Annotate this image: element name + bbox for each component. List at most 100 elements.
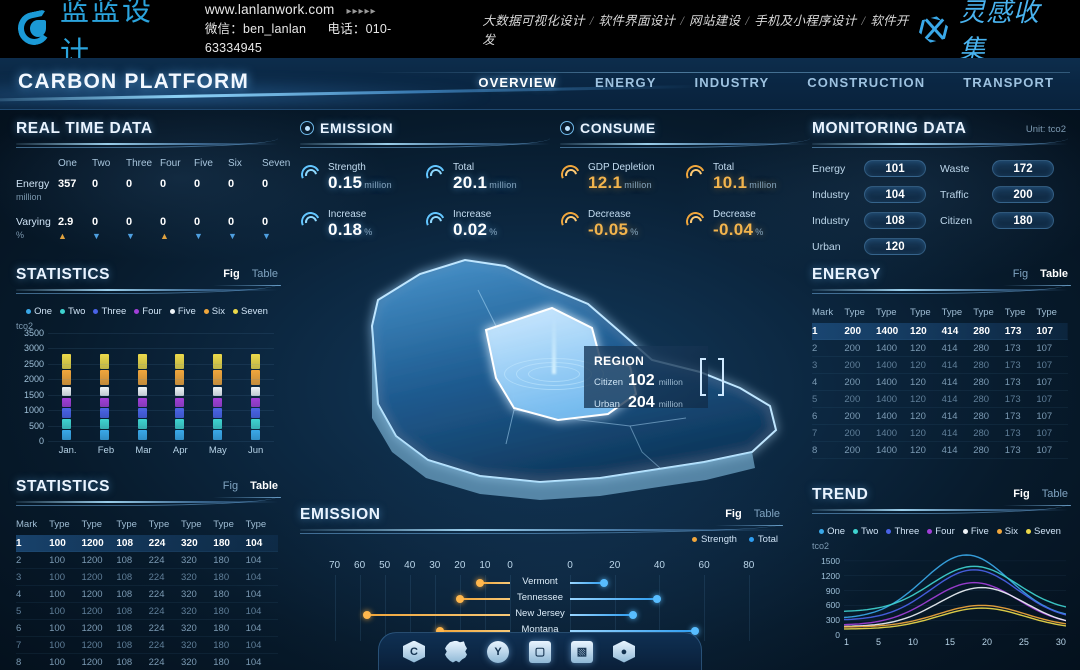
legend-item[interactable]: Three — [93, 306, 126, 317]
table-row[interactable]: 4 100 1200 108 224 320 180 104 — [16, 585, 278, 603]
toggle-underline — [1003, 285, 1071, 286]
region-row-value: 204 — [628, 394, 655, 411]
nav-item-construction[interactable]: CONSTRUCTION — [807, 75, 926, 90]
toggle-table[interactable]: Table — [753, 508, 780, 520]
monitor-icon[interactable]: ▧ — [571, 640, 593, 663]
bar[interactable] — [250, 354, 260, 441]
table-row[interactable]: 4 200 1400 120 414 280 173 107 — [812, 373, 1068, 391]
y-tick: 1200 — [821, 570, 840, 581]
legend-item[interactable]: Three — [886, 526, 919, 537]
table-header-row: Mark Type Type Type Type Type Type Type — [16, 516, 278, 535]
document-icon[interactable]: ▢ — [529, 640, 551, 663]
energy-data-table[interactable]: Mark Type Type Type Type Type Type Type 1 200 1400… — [812, 304, 1068, 459]
bar-segment — [175, 354, 185, 369]
legend-item[interactable]: Two — [60, 306, 85, 317]
row-label: Energy — [16, 178, 50, 190]
legend-item[interactable]: Strength — [692, 534, 737, 545]
table-row[interactable]: 5 100 1200 108 224 320 180 104 — [16, 602, 278, 620]
legend-item[interactable]: One — [819, 526, 845, 537]
gridline — [48, 379, 274, 381]
toggle-fig[interactable]: Fig — [725, 508, 742, 520]
table-row[interactable]: 3 200 1400 120 414 280 173 107 — [812, 356, 1068, 374]
legend-item[interactable]: One — [26, 306, 52, 317]
home-icon[interactable]: C — [403, 640, 425, 663]
table-row[interactable]: 8 200 1400 120 414 280 173 107 — [812, 441, 1068, 459]
table-cell: 6 — [812, 407, 845, 425]
bar[interactable] — [99, 354, 109, 441]
table-row[interactable]: 2 200 1400 120 414 280 173 107 — [812, 339, 1068, 357]
nav-item-overview[interactable]: OVERVIEW — [478, 75, 557, 90]
legend-item[interactable]: Two — [853, 526, 878, 537]
legend-item[interactable]: Four — [927, 526, 955, 537]
toggle-table[interactable]: Table — [251, 268, 278, 280]
bar[interactable] — [212, 354, 222, 441]
table-row[interactable]: 7 100 1200 108 224 320 180 104 — [16, 636, 278, 654]
legend-item[interactable]: Six — [996, 526, 1018, 537]
bar[interactable] — [137, 354, 147, 441]
x-tick-left: 10 — [479, 560, 491, 571]
toggle-table[interactable]: Table — [250, 480, 278, 492]
settings-gear-icon[interactable] — [445, 640, 467, 663]
emission-row[interactable]: Tennessee — [300, 591, 780, 607]
table-row[interactable]: 3 100 1200 108 224 320 180 104 — [16, 568, 278, 586]
table-row[interactable]: 7 200 1400 120 414 280 173 107 — [812, 424, 1068, 442]
toggle-fig[interactable]: Fig — [1012, 268, 1029, 280]
x-tick-left: 50 — [379, 560, 391, 571]
toggle-table[interactable]: Table — [1040, 268, 1068, 280]
statistics-data-table[interactable]: Mark Type Type Type Type Type Type Type 1 100 1200… — [16, 516, 278, 670]
collector-star-icon — [917, 12, 951, 46]
emission-row[interactable]: Montana — [300, 623, 780, 639]
nav-item-transport[interactable]: TRANSPORT — [963, 75, 1054, 90]
toggle-table[interactable]: Table — [1041, 488, 1068, 500]
toggle-fig[interactable]: Fig — [1013, 488, 1030, 500]
apps-grid-icon[interactable] — [655, 641, 677, 663]
toggle-underline — [213, 285, 281, 286]
legend-item[interactable]: Four — [134, 306, 162, 317]
table-cell: 104 — [245, 653, 278, 670]
table-row[interactable]: 6 100 1200 108 224 320 180 104 — [16, 619, 278, 637]
promo-services: 大数据可视化设计 / 软件界面设计 / 网站建设 / 手机及小程序设计 / 软件开发 — [482, 14, 909, 47]
bar[interactable] — [62, 354, 72, 441]
table-row[interactable]: 2 100 1200 108 224 320 180 104 — [16, 551, 278, 569]
table-cell: 1400 — [875, 339, 911, 357]
legend-item[interactable]: Total — [748, 534, 778, 545]
kpi-unit: % — [489, 227, 498, 237]
globe-icon[interactable]: ● — [613, 640, 635, 663]
table-cell: 107 — [1036, 407, 1068, 425]
bar-segment — [137, 370, 147, 386]
header-underline — [812, 289, 1068, 291]
promo-website[interactable]: www.lanlanwork.com — [204, 2, 335, 18]
bar-total — [570, 611, 637, 619]
bar[interactable] — [175, 354, 185, 441]
region-map[interactable] — [300, 238, 820, 518]
legend-item[interactable]: Seven — [1026, 526, 1061, 537]
toggle-fig[interactable]: Fig — [223, 268, 240, 280]
x-tick: Mar — [135, 445, 152, 456]
kpi-unit: million — [489, 180, 517, 190]
legend-item[interactable]: Six — [203, 306, 225, 317]
legend-item[interactable]: Seven — [233, 306, 268, 317]
table-row[interactable]: 5 200 1400 120 414 280 173 107 — [812, 390, 1068, 408]
y-axis-unit: tco2 — [16, 321, 34, 331]
realtime-row-energy: Energy million 357 0 0 0 0 0 0 — [16, 178, 278, 202]
emission-row[interactable]: New Jersey — [300, 607, 780, 623]
table-cell: 320 — [180, 585, 214, 603]
panel-title: MONITORING DATA — [812, 120, 967, 137]
nav-item-industry[interactable]: INDUSTRY — [694, 75, 770, 90]
table-cell: 224 — [148, 551, 181, 569]
emission-row[interactable]: Vermont — [300, 575, 780, 591]
table-cell: 173 — [1004, 390, 1037, 408]
table-row[interactable]: 1 100 1200 108 224 320 180 104 — [16, 535, 278, 552]
legend-item[interactable]: Five — [962, 526, 989, 537]
gridline — [48, 348, 274, 350]
table-row[interactable]: 6 200 1400 120 414 280 173 107 — [812, 407, 1068, 425]
analytics-icon[interactable]: Y — [487, 640, 509, 663]
table-row[interactable]: 1 200 1400 120 414 280 173 107 — [812, 323, 1068, 340]
table-cell: 320 — [180, 636, 214, 654]
table-row[interactable]: 8 100 1200 108 224 320 180 104 — [16, 653, 278, 670]
monitoring-item-citizen: Citizen 180 — [940, 212, 1068, 229]
legend-item[interactable]: Five — [169, 306, 196, 317]
legend-label: Six — [211, 306, 225, 317]
toggle-fig[interactable]: Fig — [222, 480, 239, 492]
nav-item-energy[interactable]: ENERGY — [595, 75, 657, 90]
